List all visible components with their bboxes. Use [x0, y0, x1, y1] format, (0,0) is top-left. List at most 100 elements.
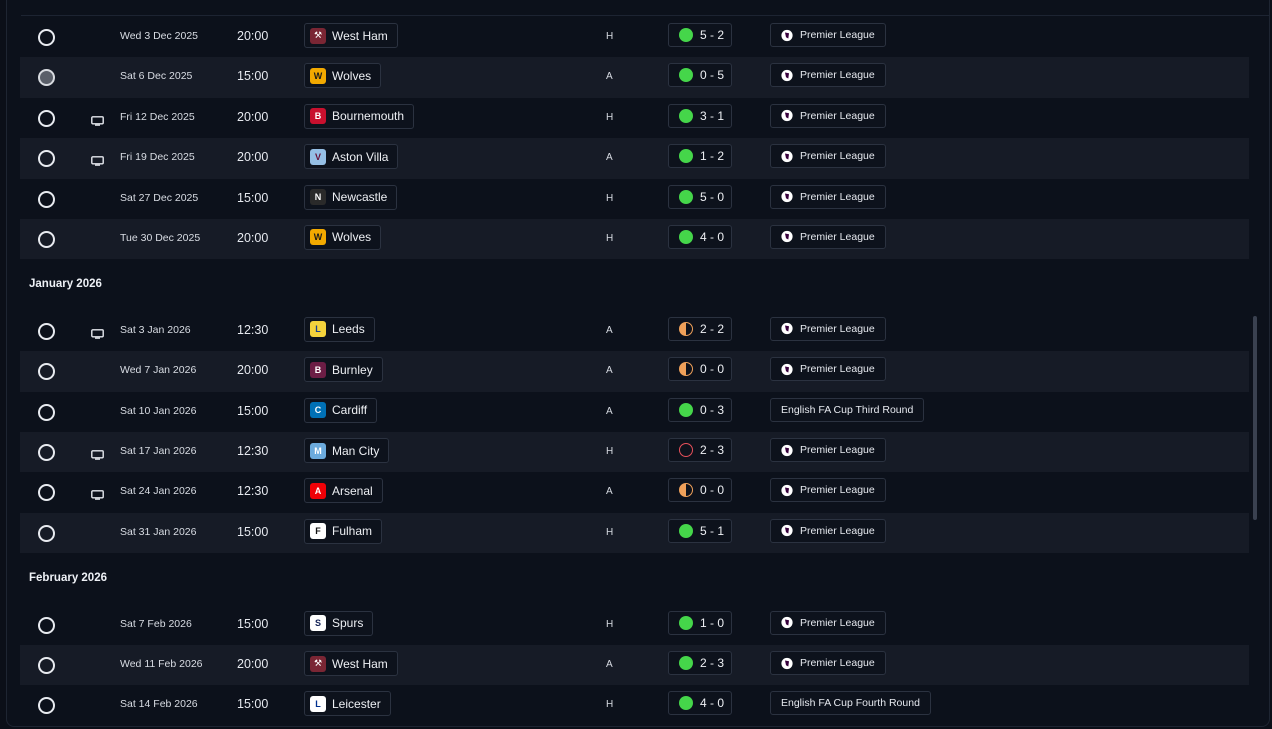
fixture-row[interactable]: Sat 27 Dec 2025 15:00 N Newcastle H 5 - 0 Prem… [20, 179, 1249, 219]
result-chip[interactable]: 5 - 1 [668, 518, 732, 543]
result-chip[interactable]: 3 - 1 [668, 103, 732, 128]
fixture-date: Sat 7 Feb 2026 [120, 617, 192, 630]
select-radio[interactable] [38, 69, 55, 87]
fixture-row[interactable]: Sat 7 Feb 2026 15:00 S Spurs H 1 - 0 Premier L… [20, 605, 1249, 645]
opponent-name: Arsenal [332, 483, 373, 498]
fixture-row[interactable]: Fri 12 Dec 2025 20:00 B Bournemouth H 3 - 1 Pr… [20, 98, 1249, 138]
month-label: January 2026 [29, 278, 102, 291]
opponent-chip[interactable]: W Wolves [304, 224, 382, 250]
opponent-name: Wolves [332, 230, 372, 245]
burnley-crest-icon: B [310, 361, 326, 378]
competition-chip[interactable]: Premier League [770, 224, 886, 249]
competition-chip[interactable]: Premier League [770, 357, 886, 382]
opponent-chip[interactable]: S Spurs [304, 610, 374, 636]
result-chip[interactable]: 2 - 3 [668, 651, 732, 676]
result-chip[interactable]: 2 - 3 [668, 438, 732, 463]
opponent-chip[interactable]: B Burnley [304, 357, 383, 383]
competition-chip[interactable]: Premier League [770, 438, 886, 463]
result-chip[interactable]: 1 - 2 [668, 144, 732, 169]
select-radio[interactable] [38, 657, 55, 675]
match-score: 2 - 3 [700, 656, 725, 671]
opponent-name: Leicester [332, 696, 381, 711]
venue-indicator: H [606, 618, 614, 630]
opponent-chip[interactable]: L Leicester [304, 691, 391, 717]
select-radio[interactable] [38, 524, 55, 542]
opponent-chip[interactable]: W Wolves [304, 63, 382, 89]
result-chip[interactable]: 5 - 0 [668, 184, 732, 209]
fixture-row[interactable]: Sat 6 Dec 2025 15:00 W Wolves A 0 - 5 Premier … [20, 57, 1249, 98]
fixture-date: Sat 3 Jan 2026 [120, 323, 191, 336]
result-chip[interactable]: 0 - 0 [668, 357, 732, 382]
competition-chip[interactable]: Premier League [770, 103, 886, 128]
select-radio[interactable] [38, 322, 55, 340]
select-radio[interactable] [38, 363, 55, 381]
fixture-row[interactable]: Sat 10 Jan 2026 15:00 C Cardiff A 0 - 3 Englis… [20, 392, 1249, 432]
man-city-crest-icon: M [310, 442, 326, 459]
result-chip[interactable]: 0 - 5 [668, 63, 732, 88]
vertical-scrollbar[interactable] [1253, 316, 1257, 520]
select-radio[interactable] [38, 230, 55, 248]
result-chip[interactable]: 1 - 0 [668, 610, 732, 635]
select-radio[interactable] [38, 697, 55, 715]
competition-chip[interactable]: Premier League [770, 610, 886, 635]
result-chip[interactable]: 4 - 0 [668, 224, 732, 249]
fixture-row[interactable]: Wed 7 Jan 2026 20:00 B Burnley A 0 - 0 Premier… [20, 351, 1249, 392]
fixture-row[interactable]: Tue 30 Dec 2025 20:00 W Wolves H 4 - 0 Premier… [20, 218, 1249, 260]
opponent-name: West Ham [332, 28, 388, 43]
fixture-row[interactable]: Wed 3 Dec 2025 20:00 ⚒ West Ham H 5 - 2 Premie… [20, 17, 1249, 57]
competition-name: Premier League [800, 150, 875, 163]
competition-chip[interactable]: Premier League [770, 144, 886, 169]
competition-chip[interactable]: Premier League [770, 478, 886, 503]
opponent-chip[interactable]: V Aston Villa [304, 144, 399, 170]
venue-indicator: H [606, 31, 614, 42]
fixture-row[interactable]: Sat 31 Jan 2026 15:00 F Fulham H 5 - 1 Premier… [20, 512, 1249, 554]
competition-chip[interactable]: English FA Cup Third Round [770, 397, 925, 422]
result-chip[interactable]: 0 - 3 [668, 397, 732, 422]
select-radio[interactable] [38, 616, 55, 634]
result-chip[interactable]: 5 - 2 [668, 23, 732, 47]
select-radio[interactable] [38, 29, 55, 46]
fixture-row[interactable]: Wed 11 Feb 2026 20:00 ⚒ West Ham A 2 - 3 Premi… [20, 645, 1249, 686]
opponent-chip[interactable]: L Leeds [304, 316, 375, 342]
premier-league-icon [781, 190, 793, 203]
select-radio[interactable] [38, 150, 55, 168]
opponent-chip[interactable]: ⚒ West Ham [304, 23, 398, 48]
kickoff-time: 15:00 [237, 403, 269, 418]
fixture-date: Wed 3 Dec 2025 [120, 30, 199, 42]
competition-chip[interactable]: Premier League [770, 651, 886, 676]
opponent-chip[interactable]: F Fulham [304, 518, 383, 544]
competition-chip[interactable]: Premier League [770, 23, 886, 47]
west-ham-crest-icon: ⚒ [310, 27, 326, 44]
select-radio[interactable] [38, 403, 55, 421]
win-result-icon [679, 656, 693, 671]
fixture-row[interactable]: Sat 3 Jan 2026 12:30 L Leeds A 2 - 2 Premier L… [20, 311, 1249, 351]
opponent-chip[interactable]: B Bournemouth [304, 103, 415, 129]
opponent-chip[interactable]: A Arsenal [304, 478, 383, 504]
competition-name: Premier League [800, 657, 875, 670]
select-radio[interactable] [38, 109, 55, 127]
opponent-chip[interactable]: M Man City [304, 438, 390, 464]
result-chip[interactable]: 2 - 2 [668, 316, 732, 341]
opponent-chip[interactable]: ⚒ West Ham [304, 651, 398, 677]
fixture-date: Fri 12 Dec 2025 [120, 110, 195, 123]
opponent-chip[interactable]: C Cardiff [304, 397, 378, 423]
competition-chip[interactable]: Premier League [770, 63, 886, 88]
leeds-crest-icon: L [310, 321, 326, 338]
result-chip[interactable]: 4 - 0 [668, 691, 732, 716]
select-radio[interactable] [38, 444, 55, 462]
newcastle-crest-icon: N [310, 189, 326, 206]
venue-indicator: H [606, 446, 614, 458]
fixture-row[interactable]: Sat 24 Jan 2026 12:30 A Arsenal A 0 - 0 Premie… [20, 472, 1249, 512]
fixture-row[interactable]: Sat 14 Feb 2026 15:00 L Leicester H 4 - 0 Engl… [20, 685, 1249, 725]
select-radio[interactable] [38, 484, 55, 502]
select-radio[interactable] [38, 190, 55, 208]
competition-chip[interactable]: Premier League [770, 184, 886, 209]
kickoff-time: 12:30 [237, 484, 269, 499]
competition-chip[interactable]: Premier League [770, 316, 886, 341]
fixture-row[interactable]: Sat 17 Jan 2026 12:30 M Man City H 2 - 3 Premi… [20, 432, 1249, 473]
opponent-chip[interactable]: N Newcastle [304, 184, 398, 210]
competition-chip[interactable]: English FA Cup Fourth Round [770, 691, 931, 716]
competition-chip[interactable]: Premier League [770, 518, 886, 543]
result-chip[interactable]: 0 - 0 [668, 478, 732, 503]
fixture-row[interactable]: Fri 19 Dec 2025 20:00 V Aston Villa A 1 - 2 Pr… [20, 138, 1249, 179]
